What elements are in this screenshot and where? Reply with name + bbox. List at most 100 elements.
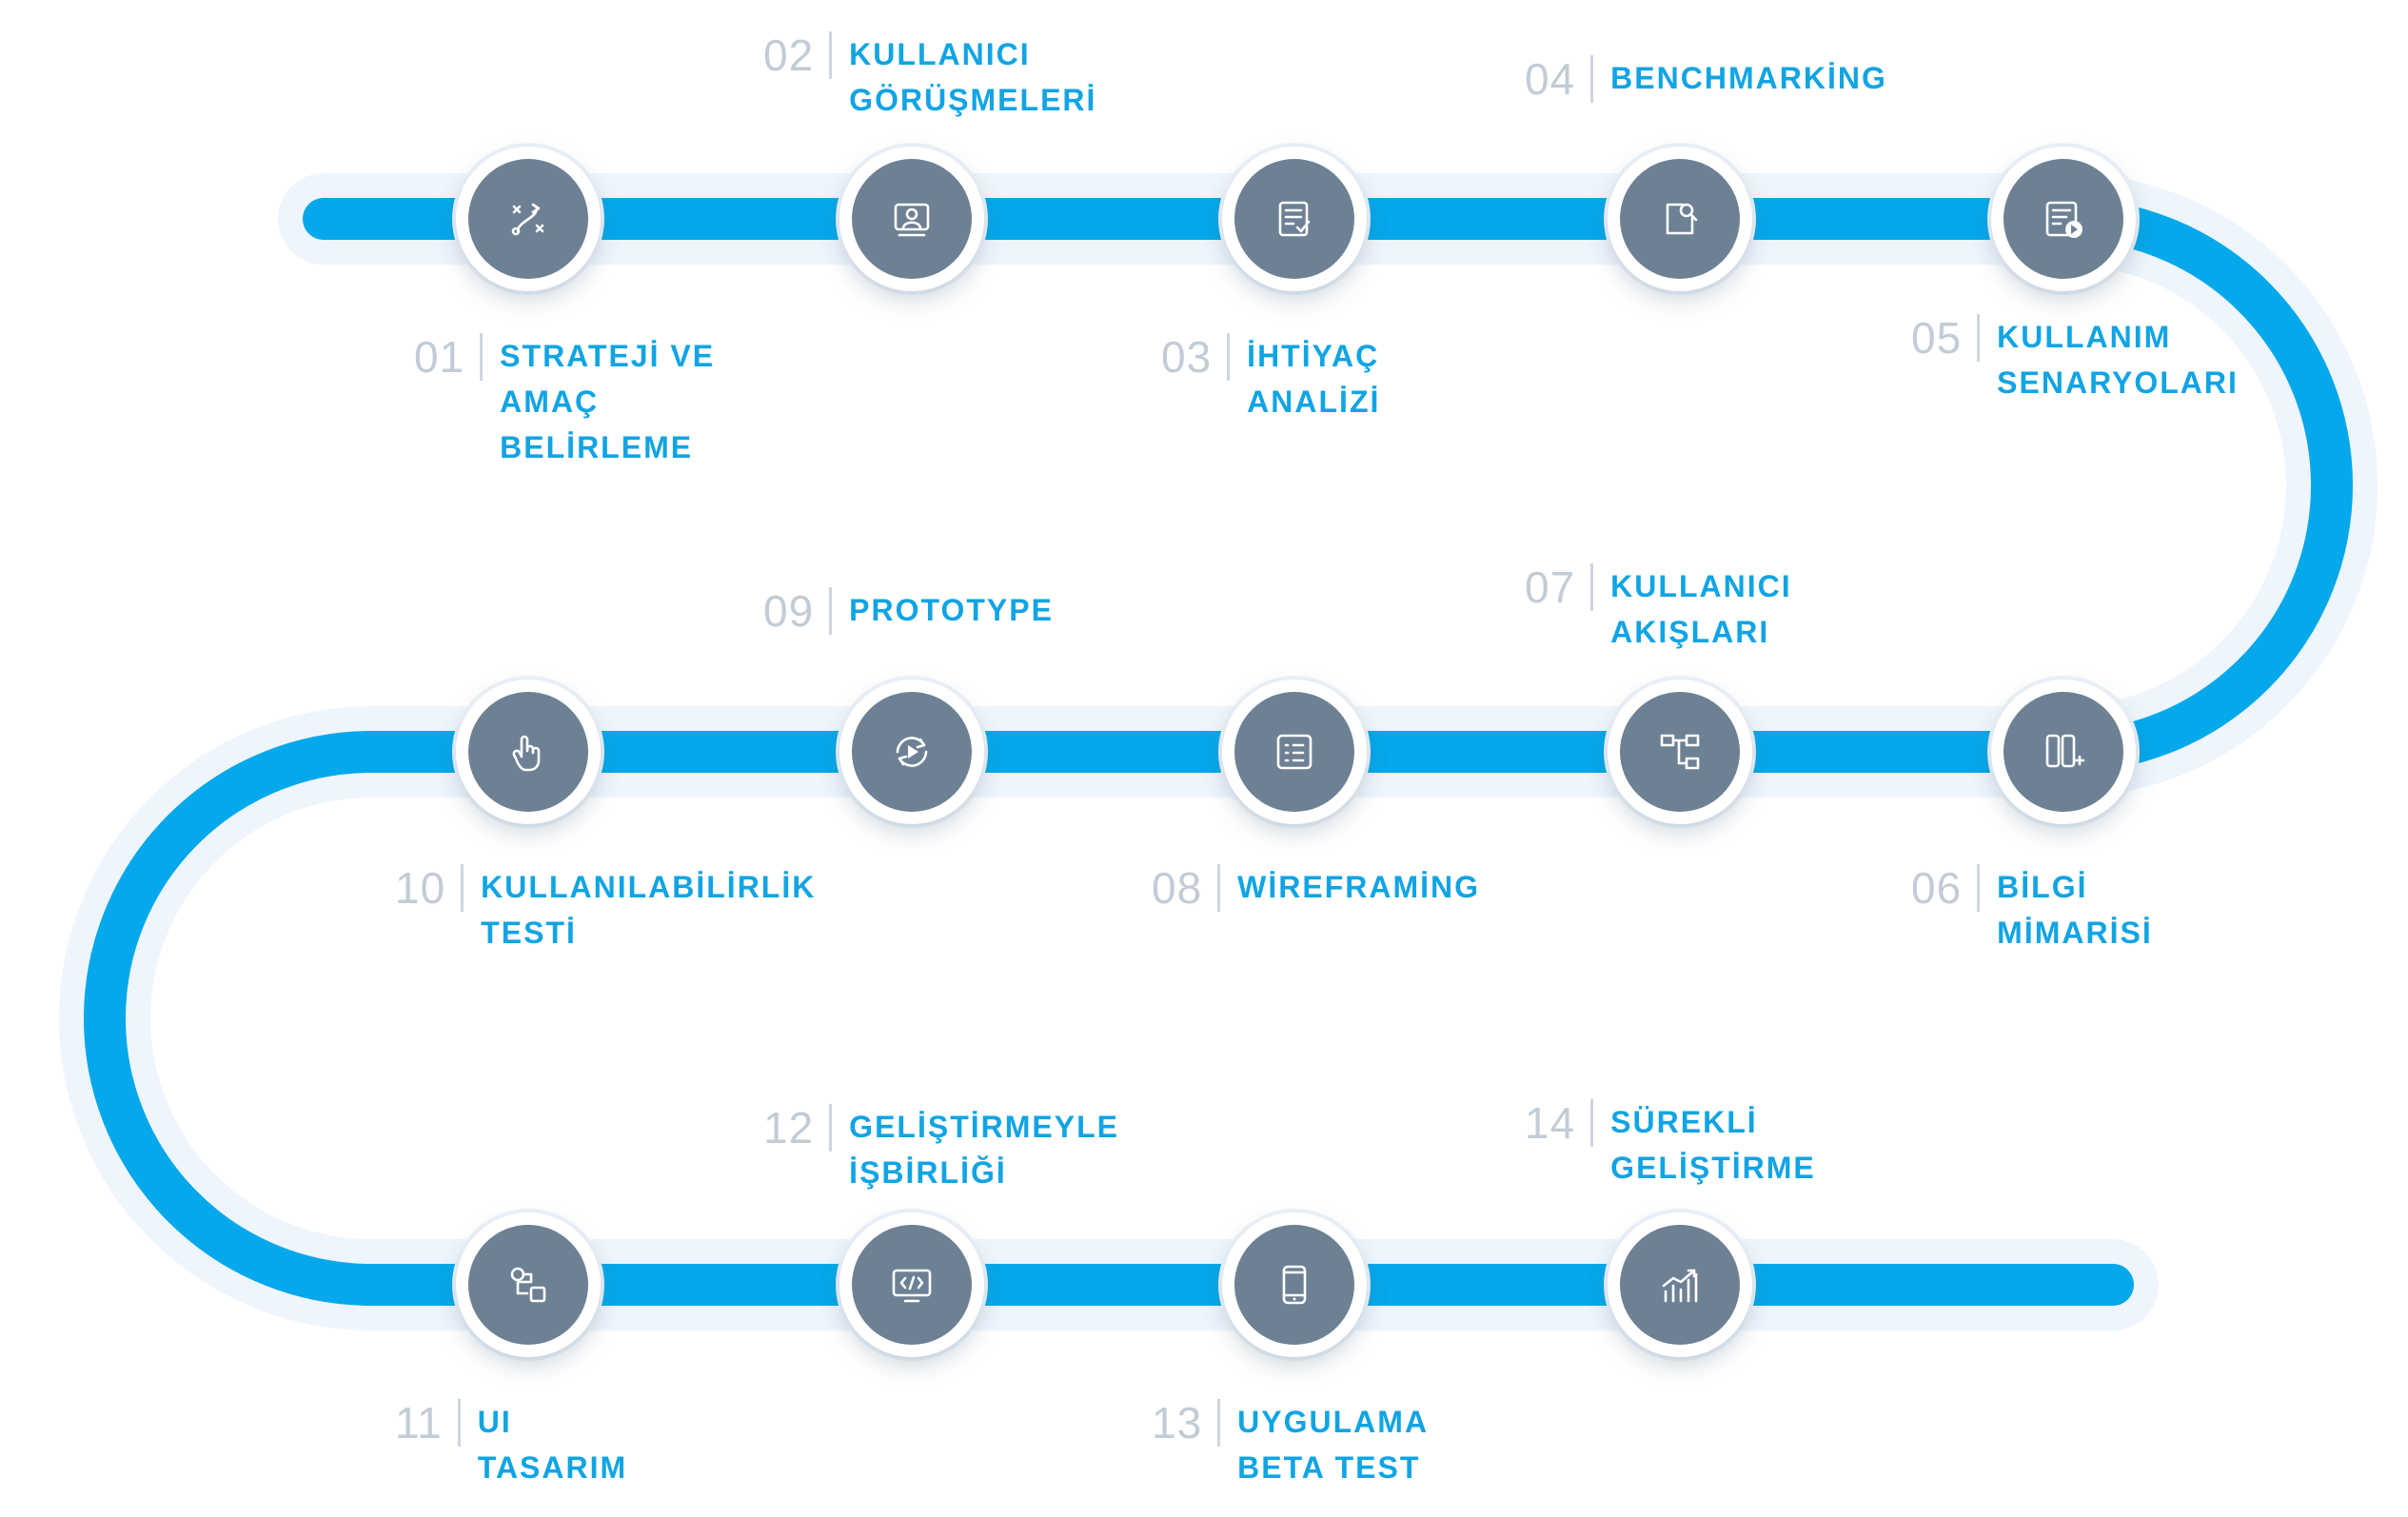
step-node-14 [1608, 1212, 1752, 1357]
step-title-line: KULLANICI [1610, 569, 1792, 603]
step-title-line: İŞBİRLİĞİ [849, 1155, 1007, 1190]
step-title-line: UYGULAMA [1237, 1405, 1430, 1439]
step-number: 08 [1152, 863, 1203, 913]
step-title-line: GELİŞTİRMEYLE [849, 1110, 1119, 1144]
step-node-10 [456, 680, 601, 824]
step-node-disc [852, 692, 972, 812]
step-separator [1217, 1399, 1221, 1447]
step-title: KULLANICI GÖRÜŞMELERİ [849, 31, 1096, 123]
step-node-disc [468, 1225, 588, 1345]
step-node-disc [1234, 1225, 1354, 1345]
step-separator [829, 587, 833, 635]
step-label-06: 06 BİLGİ MİMARİSİ [1911, 864, 2153, 956]
step-node-06 [1991, 680, 2136, 824]
step-node-disc [852, 1225, 972, 1345]
step-number: 06 [1911, 863, 1963, 913]
step-separator [1977, 314, 1981, 362]
checklist-icon [1278, 201, 1311, 237]
step-label-13: 13 UYGULAMA BETA TEST [1152, 1399, 1429, 1490]
step-separator [480, 333, 484, 381]
step-separator [1590, 563, 1594, 611]
step-node-03 [1222, 147, 1367, 291]
step-separator [1590, 55, 1594, 103]
step-node-01 [456, 147, 601, 291]
step-separator [1977, 864, 1981, 912]
step-label-10: 10 KULLANILABİLİRLİK TESTİ [395, 864, 816, 956]
search-icon [1666, 203, 1698, 235]
step-separator [829, 31, 833, 79]
step-node-09 [839, 680, 984, 824]
step-node-disc [2003, 159, 2123, 279]
step-node-disc [852, 159, 972, 279]
step-separator [1217, 864, 1221, 912]
step-title-line: BETA TEST [1237, 1450, 1421, 1485]
step-number: 14 [1525, 1098, 1576, 1148]
step-node-disc [1234, 692, 1354, 812]
step-node-04 [1608, 147, 1752, 291]
step-node-disc [1234, 159, 1354, 279]
step-number: 13 [1152, 1398, 1203, 1448]
step-label-14: 14 SÜREKLİ GELİŞTİRME [1525, 1099, 1816, 1191]
step-node-disc [1620, 159, 1740, 279]
step-separator [1590, 1099, 1594, 1147]
step-title-line: STRATEJİ VE [500, 339, 716, 373]
step-title-line: KULLANICI [849, 37, 1031, 71]
step-label-09: 09 PROTOTYPE [763, 587, 1054, 635]
step-node-08 [1222, 680, 1367, 824]
step-number: 03 [1161, 332, 1213, 382]
step-node-02 [839, 147, 984, 291]
step-title-line: MİMARİSİ [1997, 916, 2153, 950]
prototype-icon [896, 737, 928, 767]
mobile-icon [1282, 1265, 1307, 1305]
step-title-line: BELİRLEME [500, 430, 694, 464]
step-label-04: 04 BENCHMARKİNG [1525, 55, 1887, 103]
step-title-line: TASARIM [477, 1450, 628, 1485]
step-title-line: GELİŞTİRME [1610, 1151, 1816, 1185]
step-title-line: KULLANIM [1997, 320, 2172, 354]
flow-icon [1660, 734, 1700, 770]
step-title: UI TASARIM [478, 1399, 627, 1490]
touch-icon [512, 735, 541, 772]
step-separator [829, 1104, 833, 1152]
step-node-disc [1620, 1225, 1740, 1345]
step-node-07 [1608, 680, 1752, 824]
step-title-line: TESTİ [481, 916, 577, 950]
columns-add-icon [2045, 734, 2085, 768]
step-title-line: PROTOTYPE [849, 593, 1054, 627]
step-title-line: UI [477, 1405, 512, 1439]
step-node-12 [839, 1212, 984, 1357]
track-line [84, 198, 2353, 1306]
ui-design-icon [510, 1267, 546, 1303]
step-title: STRATEJİ VE AMAÇ BELİRLEME [500, 333, 715, 470]
step-title-line: İHTİYAÇ [1247, 339, 1380, 373]
strategy-icon [511, 203, 544, 236]
step-node-11 [456, 1212, 601, 1357]
step-title: BENCHMARKİNG [1610, 55, 1887, 101]
step-title: PROTOTYPE [849, 587, 1054, 633]
step-title: KULLANIM SENARYOLARI [1997, 314, 2239, 405]
step-label-08: 08 WİREFRAMİNG [1152, 864, 1480, 912]
step-label-05: 05 KULLANIM SENARYOLARI [1911, 314, 2239, 405]
step-title-line: GÖRÜŞMELERİ [849, 83, 1097, 117]
step-number: 04 [1525, 54, 1576, 104]
step-label-03: 03 İHTİYAÇ ANALİZİ [1161, 333, 1380, 424]
scenario-play-icon [2045, 201, 2082, 238]
step-node-disc [468, 692, 588, 812]
step-title-line: SÜREKLİ [1610, 1105, 1758, 1139]
growth-chart-icon [1662, 1269, 1698, 1303]
step-separator [457, 1399, 461, 1447]
step-number: 11 [395, 1398, 443, 1448]
step-title-line: SENARYOLARI [1997, 365, 2239, 400]
step-separator [461, 864, 464, 912]
step-title-line: BİLGİ [1997, 870, 2088, 904]
step-number: 07 [1525, 562, 1576, 612]
step-title-line: BENCHMARKİNG [1610, 61, 1887, 95]
step-title: UYGULAMA BETA TEST [1237, 1399, 1429, 1490]
step-title: BİLGİ MİMARİSİ [1997, 864, 2153, 956]
step-label-02: 02 KULLANICI GÖRÜŞMELERİ [763, 31, 1096, 123]
step-title: WİREFRAMİNG [1237, 864, 1480, 910]
step-number: 02 [763, 30, 815, 80]
step-separator [1227, 333, 1231, 381]
step-title-line: WİREFRAMİNG [1237, 870, 1481, 904]
step-title-line: AKIŞLARI [1610, 615, 1770, 649]
